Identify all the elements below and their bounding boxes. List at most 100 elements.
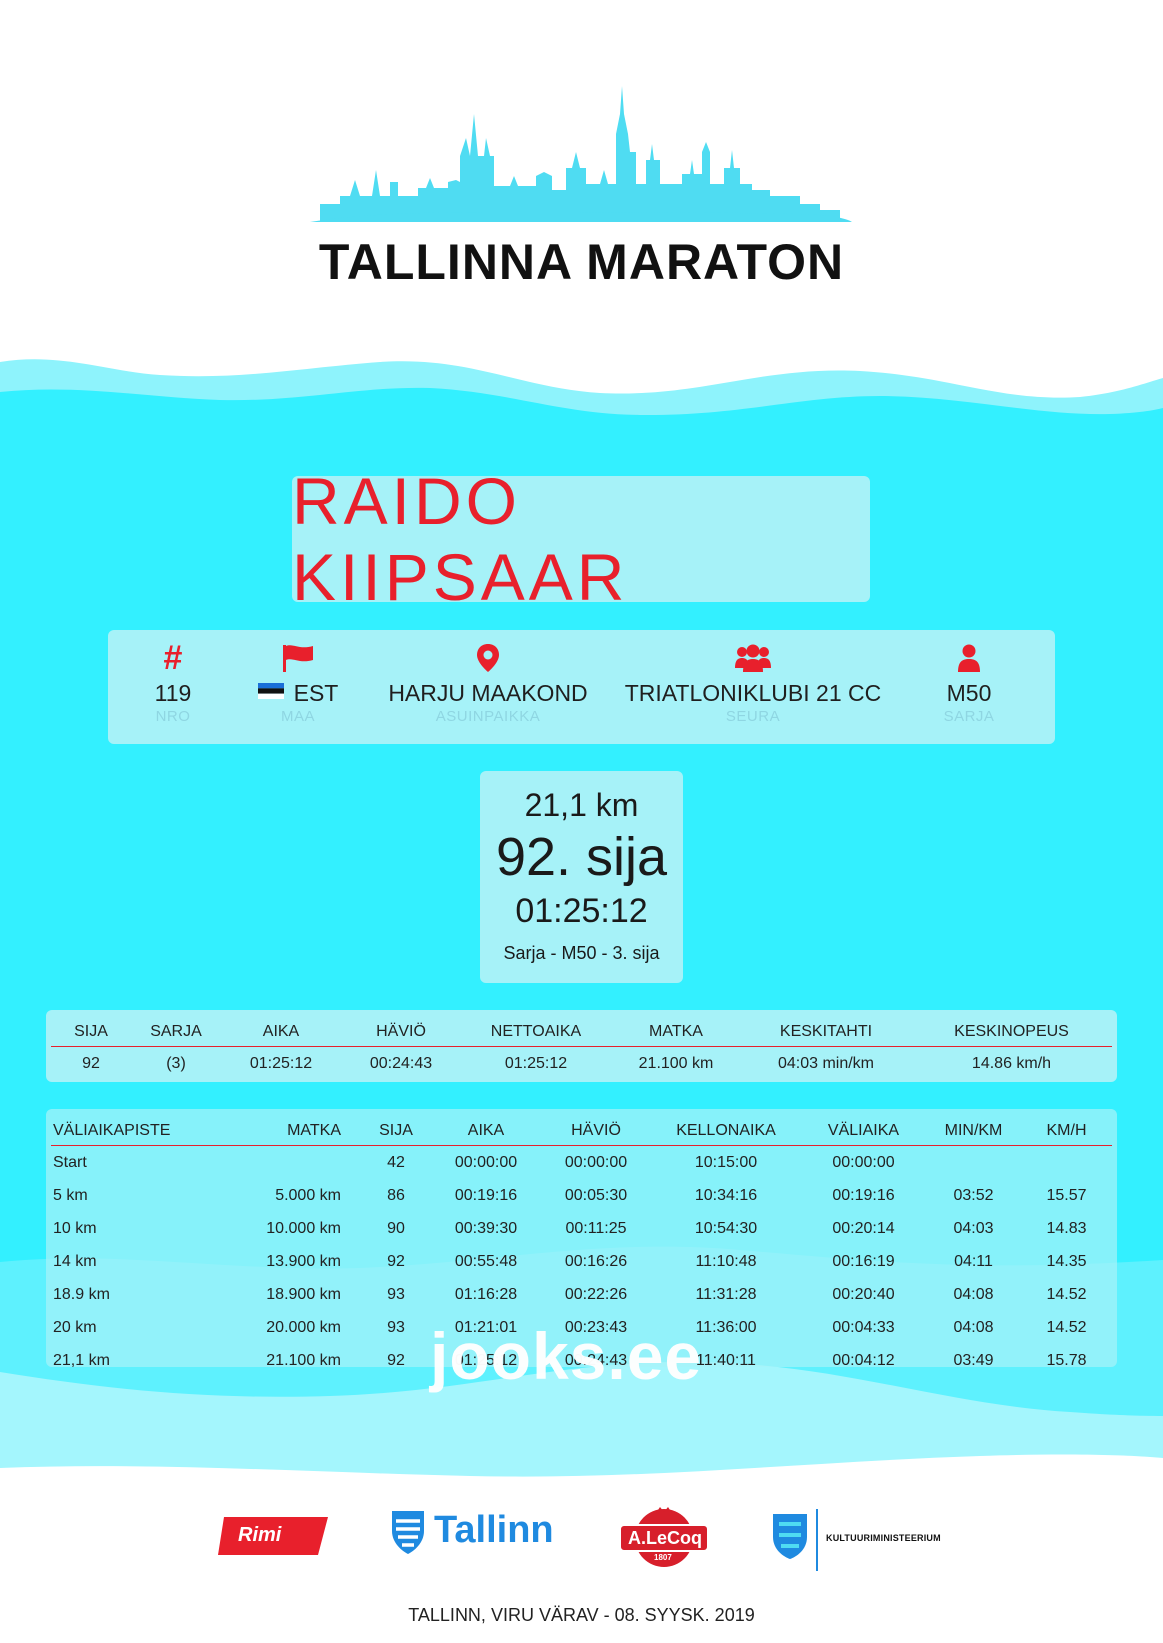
splits-cell: 93 bbox=[387, 1318, 405, 1336]
residence-value: HARJU MAAKOND bbox=[388, 680, 588, 706]
ministry-logo: KULTUURIMINISTEERIUM bbox=[770, 1505, 970, 1571]
splits-header: SIJA bbox=[361, 1117, 431, 1146]
splits-cell: 00:11:25 bbox=[565, 1219, 627, 1237]
splits-cell: 04:08 bbox=[953, 1285, 994, 1303]
summary-header: SIJA bbox=[51, 1018, 131, 1047]
result-category-place: Sarja - M50 - 3. sija bbox=[503, 943, 660, 963]
ministry-divider bbox=[816, 1509, 818, 1571]
splits-cell: 00:20:14 bbox=[832, 1219, 895, 1237]
splits-cell: 00:16:19 bbox=[832, 1252, 895, 1270]
summary-cell: (3) bbox=[166, 1055, 186, 1072]
splits-cell: 21.100 km bbox=[266, 1351, 341, 1369]
summary-cell: 00:24:43 bbox=[369, 1055, 433, 1072]
splits-cell: 03:49 bbox=[953, 1351, 994, 1369]
info-club: TRIATLONIKLUBI 21 CC SEURA bbox=[618, 642, 888, 725]
group-icon bbox=[618, 642, 888, 674]
splits-cell: 10.000 km bbox=[266, 1219, 341, 1237]
summary-header: KESKINOPEUS bbox=[911, 1018, 1112, 1047]
splits-cell: 5.000 km bbox=[275, 1186, 341, 1204]
bib-number: 119 bbox=[154, 680, 192, 706]
splits-row: 10 km 10.000 km 90 00:39:30 00:11:25 10:54:30… bbox=[51, 1212, 1112, 1245]
splits-cell: 00:19:16 bbox=[832, 1186, 895, 1204]
splits-cell: 18.9 km bbox=[53, 1285, 110, 1303]
splits-header: KM/H bbox=[1021, 1117, 1112, 1146]
splits-cell: 20.000 km bbox=[266, 1318, 341, 1336]
splits-cell: 04:11 bbox=[954, 1252, 993, 1270]
summary-cell: 92 bbox=[82, 1055, 100, 1072]
result-panel: 21,1 km 92. sija 01:25:12 Sarja - M50 - … bbox=[480, 771, 683, 983]
splits-cell: 04:03 bbox=[953, 1219, 994, 1237]
splits-cell: 00:55:48 bbox=[454, 1252, 518, 1270]
club-label: SEURA bbox=[725, 708, 781, 725]
info-bib: # 119 NRO bbox=[128, 641, 218, 725]
splits-cell: 00:22:26 bbox=[564, 1285, 628, 1303]
athlete-name-panel: RAIDO KIIPSAAR bbox=[292, 464, 870, 614]
splits-header: AIKA bbox=[431, 1117, 541, 1146]
info-category: M50 SARJA bbox=[934, 642, 1004, 725]
splits-cell: 11:31:28 bbox=[695, 1285, 757, 1303]
splits-header: MATKA bbox=[201, 1117, 361, 1146]
splits-cell: 10:34:16 bbox=[694, 1186, 758, 1204]
brand-title: TALLINNA MARATON bbox=[318, 234, 845, 290]
splits-cell: 01:25:12 bbox=[454, 1351, 518, 1369]
ministry-logo-text: KULTUURIMINISTEERIUM bbox=[826, 1533, 941, 1543]
splits-cell: 01:16:28 bbox=[454, 1285, 518, 1303]
splits-cell: 15.78 bbox=[1046, 1351, 1087, 1369]
splits-table: VÄLIAIKAPISTE MATKA SIJA AIKA HÄVIÖ KELL… bbox=[51, 1117, 1112, 1377]
location-pin-icon bbox=[373, 642, 603, 674]
splits-cell: 00:00:00 bbox=[832, 1153, 895, 1171]
tallinn-shield-icon bbox=[392, 1511, 424, 1554]
result-time: 01:25:12 bbox=[515, 892, 648, 930]
estonia-flag-icon bbox=[257, 683, 284, 699]
splits-cell: 14.35 bbox=[1046, 1252, 1087, 1270]
summary-panel: SIJA SARJA AIKA HÄVIÖ NETTOAIKA MATKA KE… bbox=[46, 1010, 1117, 1082]
splits-cell: 92 bbox=[387, 1351, 405, 1369]
splits-header: MIN/KM bbox=[926, 1117, 1021, 1146]
splits-cell: 00:04:33 bbox=[832, 1318, 895, 1336]
splits-cell bbox=[201, 1146, 361, 1180]
splits-cell: 14.52 bbox=[1046, 1318, 1087, 1336]
summary-table: SIJA SARJA AIKA HÄVIÖ NETTOAIKA MATKA KE… bbox=[51, 1018, 1112, 1081]
splits-cell: 90 bbox=[387, 1219, 405, 1237]
bib-label: NRO bbox=[155, 708, 191, 725]
splits-cell: 00:23:43 bbox=[564, 1318, 628, 1336]
tallinn-skyline-logo bbox=[310, 86, 852, 222]
info-residence: HARJU MAAKOND ASUINPAIKKA bbox=[373, 642, 603, 725]
splits-cell: 00:05:30 bbox=[564, 1186, 628, 1204]
summary-cell: 14.86 km/h bbox=[971, 1055, 1052, 1072]
tallinn-logo: Tallinn bbox=[390, 1507, 560, 1559]
summary-header: HÄVIÖ bbox=[341, 1018, 461, 1047]
splits-cell: 10 km bbox=[53, 1219, 97, 1237]
residence-label: ASUINPAIKKA bbox=[435, 708, 541, 725]
splits-cell: 11:40:11 bbox=[696, 1351, 756, 1369]
splits-cell: 11:36:00 bbox=[695, 1318, 757, 1336]
summary-header: AIKA bbox=[221, 1018, 341, 1047]
summary-header: NETTOAIKA bbox=[461, 1018, 611, 1047]
splits-cell: 92 bbox=[387, 1252, 405, 1270]
splits-cell bbox=[926, 1146, 1021, 1180]
summary-header: MATKA bbox=[611, 1018, 741, 1047]
splits-cell: 86 bbox=[387, 1186, 405, 1204]
rimi-logo-text: Rimi bbox=[238, 1524, 282, 1546]
country-label: MAA bbox=[280, 708, 315, 725]
summary-header: KESKITAHTI bbox=[741, 1018, 911, 1047]
splits-cell: 00:20:40 bbox=[832, 1285, 895, 1303]
splits-header: VÄLIAIKA bbox=[801, 1117, 926, 1146]
splits-header-row: VÄLIAIKAPISTE MATKA SIJA AIKA HÄVIÖ KELL… bbox=[51, 1117, 1112, 1146]
splits-cell: 00:39:30 bbox=[454, 1219, 518, 1237]
summary-cell: 01:25:12 bbox=[249, 1055, 313, 1072]
summary-cell: 01:25:12 bbox=[504, 1055, 568, 1072]
splits-cell: 18.900 km bbox=[266, 1285, 341, 1303]
country-value: EST bbox=[238, 680, 358, 707]
splits-header: KELLONAIKA bbox=[651, 1117, 801, 1146]
splits-cell: 15.57 bbox=[1046, 1186, 1087, 1204]
event-footer: TALLINN, VIRU VÄRAV - 08. SYYSK. 2019 bbox=[408, 1605, 755, 1625]
splits-cell bbox=[1021, 1146, 1112, 1180]
splits-cell: 01:21:01 bbox=[454, 1318, 518, 1336]
splits-cell: 00:24:43 bbox=[564, 1351, 628, 1369]
splits-cell: 13.900 km bbox=[266, 1252, 341, 1270]
splits-panel: VÄLIAIKAPISTE MATKA SIJA AIKA HÄVIÖ KELL… bbox=[46, 1109, 1117, 1369]
alecoq-logo-text: A.LeCoq bbox=[628, 1528, 702, 1548]
splits-cell: 00:16:26 bbox=[564, 1252, 628, 1270]
